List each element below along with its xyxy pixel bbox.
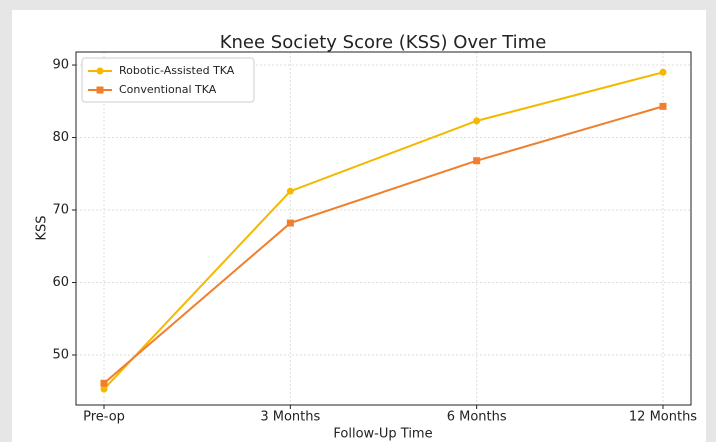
x-axis-label: Follow-Up Time (333, 427, 432, 442)
marker (100, 379, 108, 387)
y-tick-label: 90 (52, 58, 69, 73)
marker (473, 117, 481, 125)
legend-label: Robotic-Assisted TKA (119, 64, 235, 77)
y-tick-label: 60 (52, 275, 69, 290)
x-tick-label: 6 Months (447, 410, 507, 425)
y-tick-label: 80 (52, 130, 69, 145)
y-tick-label: 70 (52, 203, 69, 218)
series-line (103, 105, 664, 385)
marker (659, 102, 667, 110)
marker (286, 187, 294, 195)
legend-box (81, 57, 255, 103)
marker (286, 219, 294, 227)
x-tick-label: Pre-op (83, 410, 125, 425)
marker (100, 385, 108, 393)
x-tick-label: 12 Months (629, 410, 697, 425)
marker (659, 68, 667, 76)
x-tick-label: 3 Months (260, 410, 320, 425)
y-tick-label: 50 (52, 347, 69, 362)
y-axis-label: KSS (35, 215, 50, 240)
chart-title: Knee Society Score (KSS) Over Time (220, 32, 547, 53)
marker (96, 67, 104, 75)
series-line (103, 71, 664, 390)
marker (96, 86, 104, 94)
legend-label: Conventional TKA (119, 83, 217, 96)
plot-frame (75, 51, 692, 406)
marker (473, 157, 481, 165)
